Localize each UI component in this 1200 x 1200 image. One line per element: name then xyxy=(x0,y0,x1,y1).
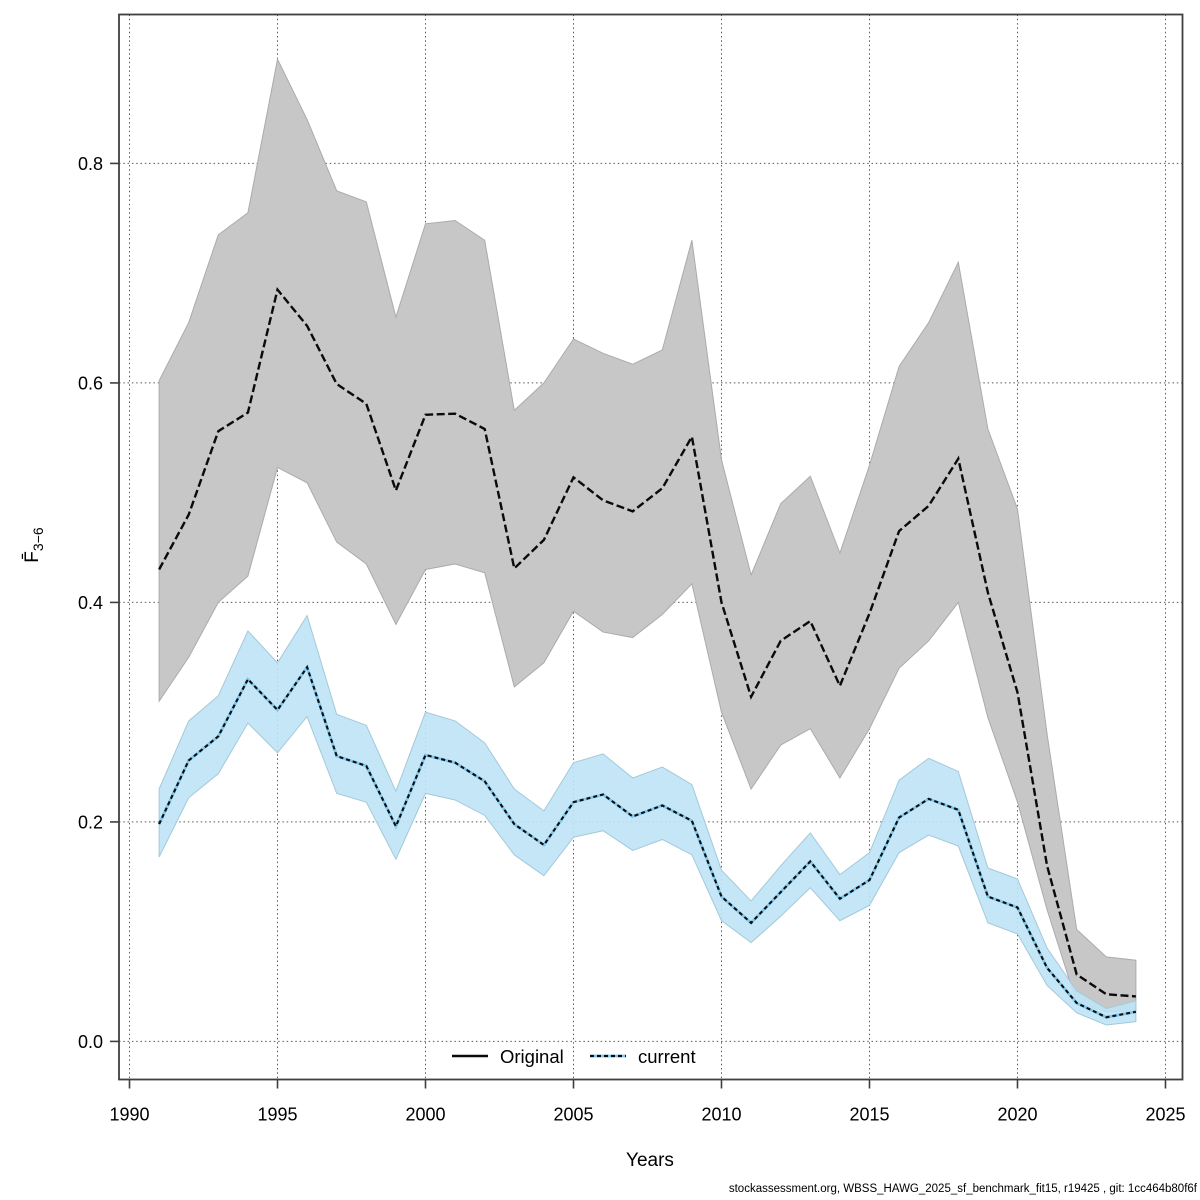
plot-frame xyxy=(118,13,1184,1081)
y-tick-label: 0.2 xyxy=(78,812,103,832)
y-tick-label: 0.6 xyxy=(78,373,103,393)
x-tick-label: 2005 xyxy=(553,1105,593,1125)
line-current-dash xyxy=(158,664,1137,1019)
line-original xyxy=(158,287,1136,998)
footer-attribution: stockassessment.org, WBSS_HAWG_2025_sf_b… xyxy=(729,1183,1198,1195)
axis-ticks: 1990 1995 2000 2005 2010 2015 2020 2025 0.0 0.2 0.… xyxy=(78,154,1186,1125)
series-lines xyxy=(157,287,1137,1019)
x-tick-label: 1990 xyxy=(109,1105,149,1125)
y-axis-title-subscript: 3−6 xyxy=(30,527,46,551)
legend: Original current xyxy=(452,1046,696,1067)
x-tick-label: 2015 xyxy=(849,1105,889,1125)
x-axis-title: Years xyxy=(626,1150,674,1171)
y-axis-title: F̄3−6 xyxy=(22,527,46,563)
x-tick-label: 2000 xyxy=(405,1105,445,1125)
legend-label-current: current xyxy=(638,1046,696,1067)
confidence-bands xyxy=(158,57,1137,1026)
legend-label-original: Original xyxy=(500,1046,564,1067)
x-tick-label: 1995 xyxy=(257,1105,297,1125)
x-tick-label: 2010 xyxy=(701,1105,741,1125)
y-tick-label: 0.8 xyxy=(78,154,103,174)
y-axis-title-main: F̄ xyxy=(22,551,43,563)
x-tick-label: 2020 xyxy=(997,1105,1037,1125)
confidence-band-current xyxy=(158,614,1137,1026)
y-tick-label: 0.0 xyxy=(78,1032,103,1052)
y-tick-label: 0.4 xyxy=(78,593,103,613)
x-tick-label: 2025 xyxy=(1145,1105,1185,1125)
